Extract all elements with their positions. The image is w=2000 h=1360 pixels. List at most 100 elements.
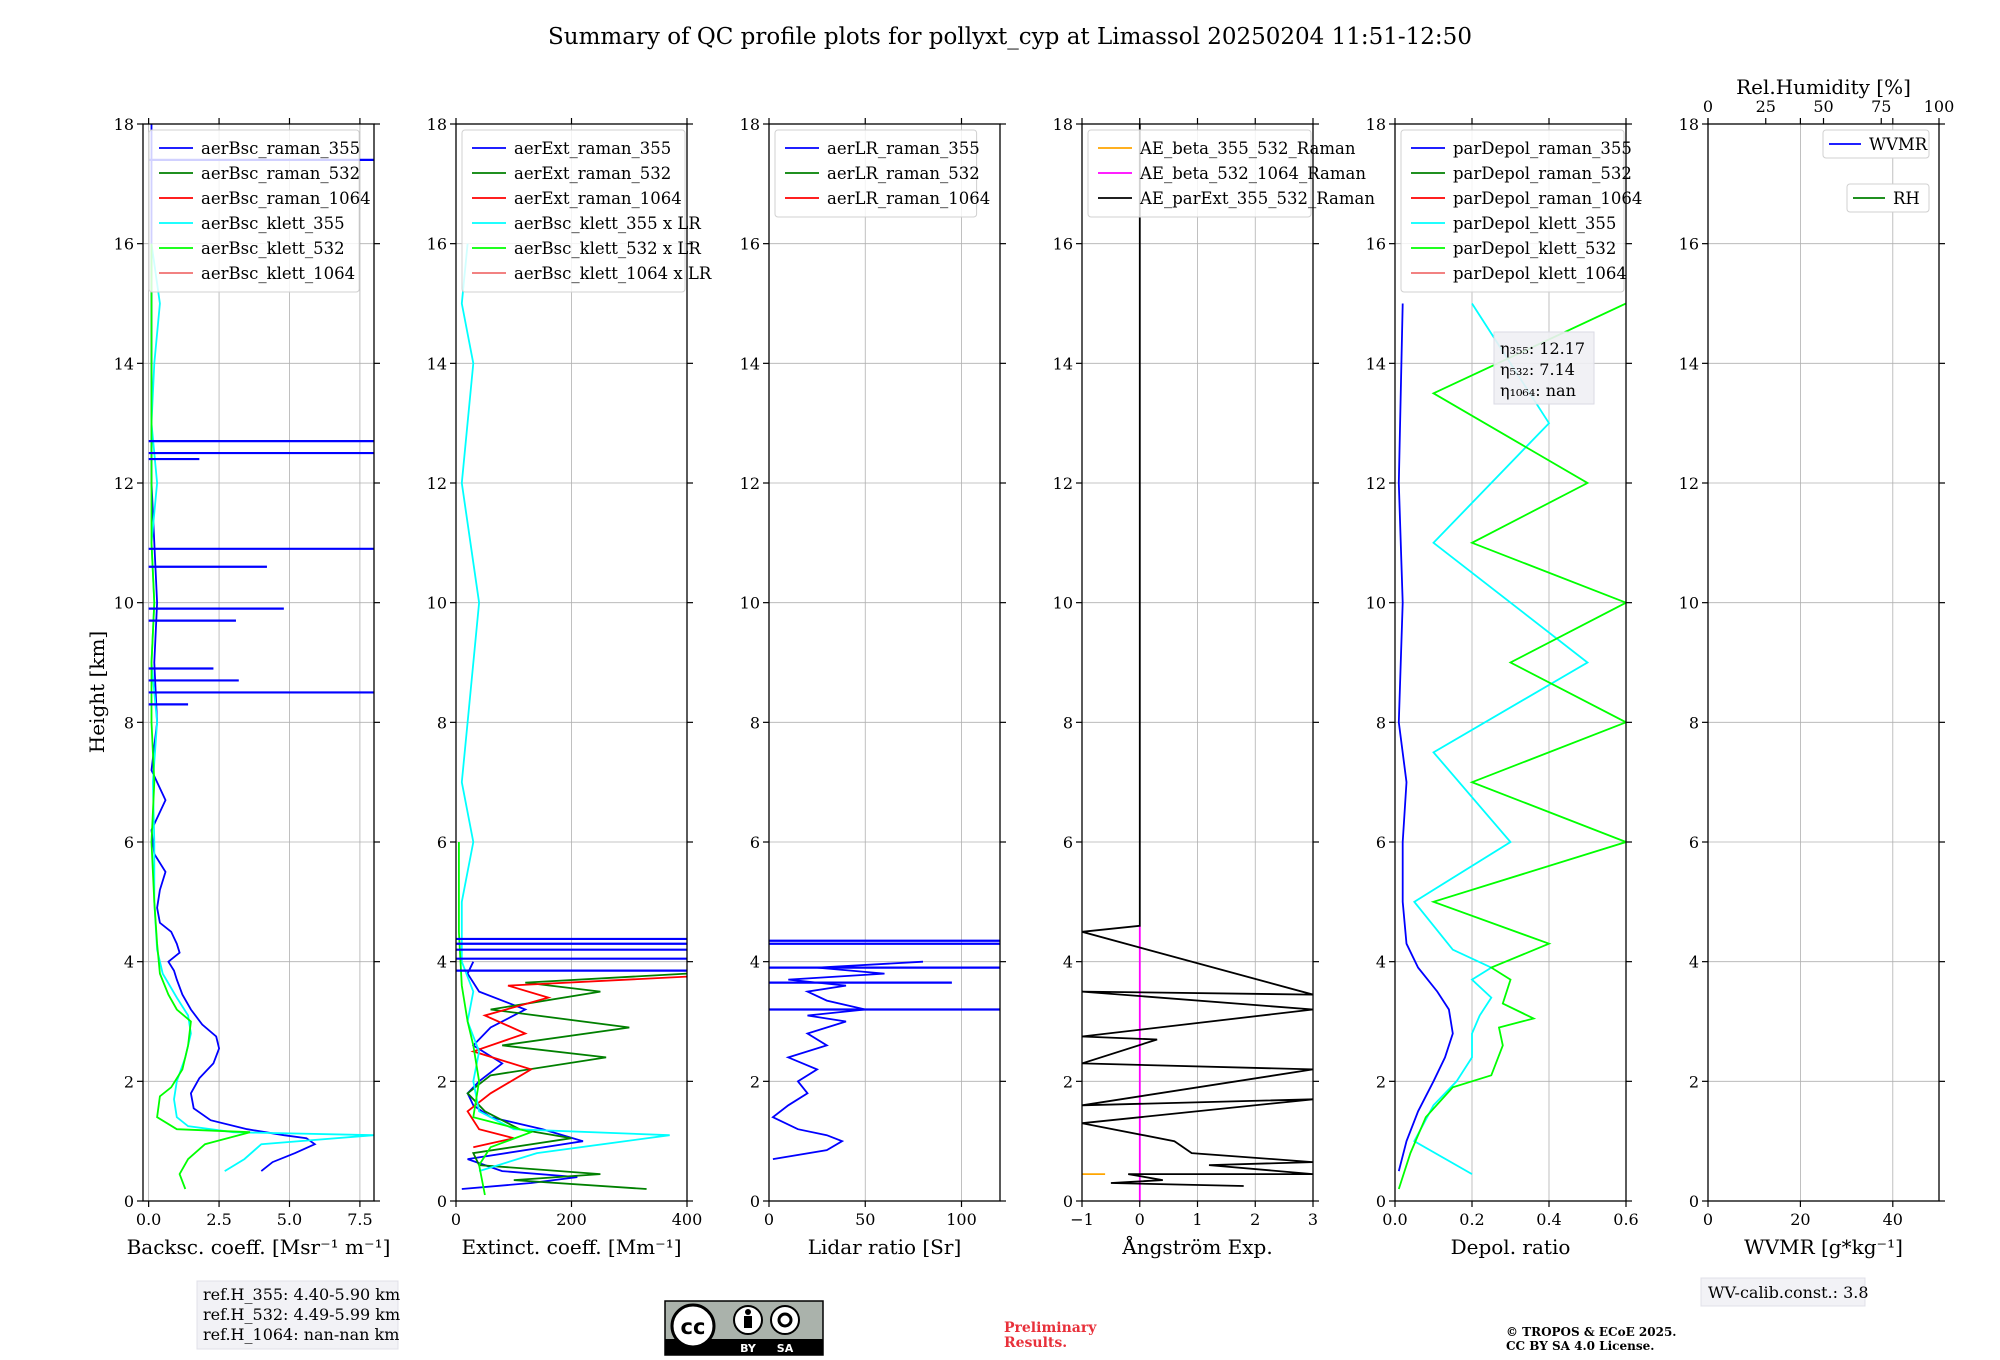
series-line-aerLR_raman_355 bbox=[771, 960, 924, 1160]
cc-license-badge: cc BY SA bbox=[664, 1300, 824, 1356]
legend-entry: parDepol_klett_1064 bbox=[1453, 264, 1627, 283]
panel-depol: 0.0 0.2 0.4 0.6 0 2 4 6 8 10 12 14 16 18 Depol. ratio p… bbox=[1366, 115, 1643, 1259]
x-axis-label: Ångström Exp. bbox=[1121, 1234, 1272, 1259]
legend-entry: aerBsc_klett_355 bbox=[201, 214, 345, 233]
panel-extinction: 0 200 400 0 2 4 6 8 10 12 14 16 18 Extinct. coeff. [M… bbox=[427, 115, 712, 1259]
legend-box bbox=[774, 129, 978, 218]
legend-entry: aerBsc_klett_532 bbox=[201, 239, 345, 258]
y-tick-label: 10 bbox=[740, 594, 760, 613]
eta-value: η₁₀₆₄: nan bbox=[1500, 381, 1576, 400]
y-tick-label: 8 bbox=[750, 713, 760, 732]
y-tick-label: 0 bbox=[1376, 1192, 1386, 1211]
legend-entry: parDepol_klett_532 bbox=[1453, 239, 1616, 258]
x2-tick-label: 100 bbox=[1924, 97, 1955, 116]
legend-entry: parDepol_klett_355 bbox=[1453, 214, 1616, 233]
eta-value: η₅₃₂: 7.14 bbox=[1500, 360, 1575, 379]
y-tick-label: 18 bbox=[1679, 115, 1699, 134]
x-tick-label: 0 bbox=[451, 1210, 461, 1229]
y-tick-label: 10 bbox=[427, 594, 447, 613]
legend-entry: parDepol_raman_1064 bbox=[1453, 189, 1642, 208]
x-tick-label: 7.5 bbox=[347, 1210, 372, 1229]
y-tick-label: 12 bbox=[427, 474, 447, 493]
eta-box: η₃₅₅: 12.17 η₅₃₂: 7.14 η₁₀₆₄: nan bbox=[1493, 331, 1595, 405]
legend-entry: aerBsc_raman_532 bbox=[201, 164, 360, 183]
x-tick-label: 0 bbox=[764, 1210, 774, 1229]
y-tick-label: 8 bbox=[1063, 713, 1073, 732]
legend-entry: RH bbox=[1893, 189, 1920, 208]
x2-tick-label: 0 bbox=[1703, 97, 1713, 116]
legend-box bbox=[461, 129, 686, 293]
plot-area bbox=[456, 243, 687, 1196]
x-tick-label: 0 bbox=[1703, 1210, 1713, 1229]
legend-entry: aerBsc_klett_1064 bbox=[201, 264, 355, 283]
badge-by-label: BY bbox=[740, 1342, 757, 1355]
legend: parDepol_raman_355 parDepol_raman_532 parD… bbox=[1400, 129, 1642, 293]
eta-box-bg bbox=[1493, 331, 1595, 405]
eta-value: η₃₅₅: 12.17 bbox=[1500, 339, 1585, 358]
y-tick-label: 18 bbox=[1366, 115, 1386, 134]
legend-entry: aerBsc_klett_355 x LR bbox=[514, 214, 701, 233]
series-line-AE_parExt_355_532_Raman bbox=[1082, 124, 1313, 1187]
y-tick-label: 2 bbox=[750, 1072, 760, 1091]
legend-entry: aerExt_raman_532 bbox=[514, 164, 671, 183]
y-tick-label: 2 bbox=[1063, 1072, 1073, 1091]
y-tick-label: 18 bbox=[427, 115, 447, 134]
wv-calib-const: WV-calib.const.: 3.8 bbox=[1708, 1283, 1869, 1302]
y-tick-label: 8 bbox=[1376, 713, 1386, 732]
x2-tick-label: 75 bbox=[1871, 97, 1891, 116]
y-tick-label: 4 bbox=[437, 953, 447, 972]
x2-tick-label: 50 bbox=[1813, 97, 1833, 116]
y-axis-label: Height [km] bbox=[85, 631, 109, 753]
axes-frame bbox=[768, 123, 1001, 1202]
x-tick-label: 5.0 bbox=[277, 1210, 302, 1229]
x-tick-label: 0.2 bbox=[1459, 1210, 1484, 1229]
badge-sa-label: SA bbox=[777, 1342, 794, 1355]
y-tick-label: 4 bbox=[124, 953, 134, 972]
wv-calib-box: WV-calib.const.: 3.8 bbox=[1700, 1277, 1869, 1307]
legend: WVMR RH bbox=[1822, 129, 1930, 213]
y-tick-label: 2 bbox=[437, 1072, 447, 1091]
y-tick-label: 0 bbox=[124, 1192, 134, 1211]
axes-frame bbox=[142, 123, 375, 1202]
legend-entry: aerLR_raman_532 bbox=[827, 164, 980, 183]
figure-title: Summary of QC profile plots for pollyxt_… bbox=[548, 24, 1472, 50]
legend-entry: aerBsc_klett_532 x LR bbox=[514, 239, 701, 258]
y-tick-label: 6 bbox=[1063, 833, 1073, 852]
y-tick-label: 14 bbox=[114, 354, 134, 373]
series-line-aerExt_raman_1064 bbox=[466, 975, 687, 1149]
y-tick-label: 6 bbox=[1376, 833, 1386, 852]
y-tick-label: 6 bbox=[1689, 833, 1699, 852]
x-tick-label: 20 bbox=[1790, 1210, 1810, 1229]
y-tick-label: 10 bbox=[114, 594, 134, 613]
x-tick-label: −1 bbox=[1070, 1210, 1094, 1229]
x-tick-label: 2.5 bbox=[206, 1210, 231, 1229]
panel-backscatter: 0.0 2.5 5.0 7.5 0 2 4 6 8 10 12 14 16 18 Backsc. coeff… bbox=[114, 115, 391, 1259]
series-line-aerBsc_klett_355 x LR bbox=[460, 243, 670, 1172]
y-tick-label: 12 bbox=[1053, 474, 1073, 493]
y-tick-label: 16 bbox=[427, 235, 447, 254]
x-tick-label: 400 bbox=[672, 1210, 703, 1229]
x-tick-label: 100 bbox=[946, 1210, 977, 1229]
y-tick-label: 0 bbox=[437, 1192, 447, 1211]
x-tick-label: 0.6 bbox=[1613, 1210, 1638, 1229]
y-tick-label: 14 bbox=[1679, 354, 1699, 373]
x-tick-label: 40 bbox=[1883, 1210, 1903, 1229]
y-tick-label: 12 bbox=[1366, 474, 1386, 493]
x-tick-label: 2 bbox=[1250, 1210, 1260, 1229]
legend-entry: aerLR_raman_1064 bbox=[827, 189, 990, 208]
copyright-line1: © TROPOS & ECoE 2025. bbox=[1506, 1325, 1676, 1339]
legend-box bbox=[148, 129, 360, 293]
legend-box bbox=[1087, 129, 1312, 218]
x-tick-label: 0 bbox=[1135, 1210, 1145, 1229]
y-tick-label: 18 bbox=[740, 115, 760, 134]
y-tick-label: 8 bbox=[1689, 713, 1699, 732]
series-line-parDepol_raman_355 bbox=[1397, 303, 1454, 1172]
ref-height-532: ref.H_532: 4.49-5.99 km bbox=[203, 1305, 400, 1324]
legend-entry: aerExt_raman_1064 bbox=[514, 189, 682, 208]
y-tick-label: 18 bbox=[1053, 115, 1073, 134]
x-tick-label: 3 bbox=[1308, 1210, 1318, 1229]
y-tick-label: 0 bbox=[1063, 1192, 1073, 1211]
x-axis-label: Lidar ratio [Sr] bbox=[808, 1235, 962, 1259]
